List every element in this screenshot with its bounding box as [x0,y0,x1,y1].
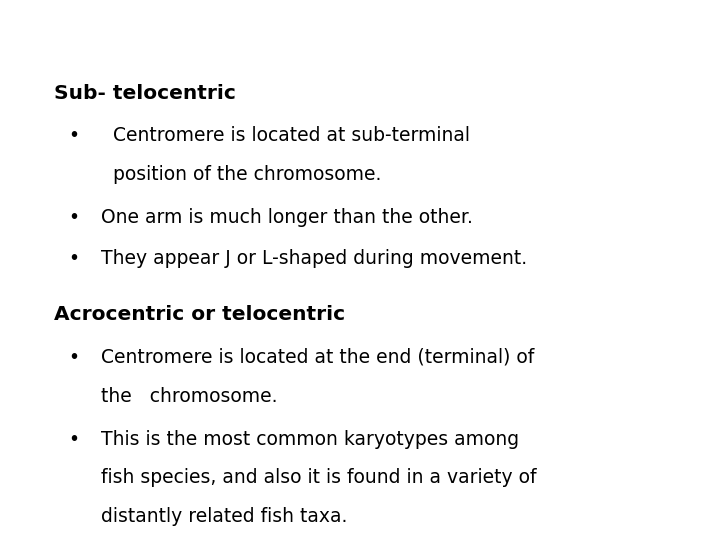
Text: fish species, and also it is found in a variety of: fish species, and also it is found in a … [101,468,536,488]
Text: position of the chromosome.: position of the chromosome. [101,165,381,184]
Text: the   chromosome.: the chromosome. [101,387,277,406]
Text: •: • [68,126,79,145]
Text: •: • [68,208,79,227]
Text: •: • [68,429,79,449]
Text: Centromere is located at the end (terminal) of: Centromere is located at the end (termin… [101,348,534,367]
Text: They appear J or L-shaped during movement.: They appear J or L-shaped during movemen… [101,249,527,268]
Text: distantly related fish taxa.: distantly related fish taxa. [101,507,347,526]
Text: Acrocentric or telocentric: Acrocentric or telocentric [54,305,345,324]
Text: This is the most common karyotypes among: This is the most common karyotypes among [101,429,519,449]
Text: Centromere is located at sub-terminal: Centromere is located at sub-terminal [101,126,470,145]
Text: •: • [68,249,79,268]
Text: Sub- telocentric: Sub- telocentric [54,84,236,103]
Text: •: • [68,348,79,367]
Text: One arm is much longer than the other.: One arm is much longer than the other. [101,208,472,227]
